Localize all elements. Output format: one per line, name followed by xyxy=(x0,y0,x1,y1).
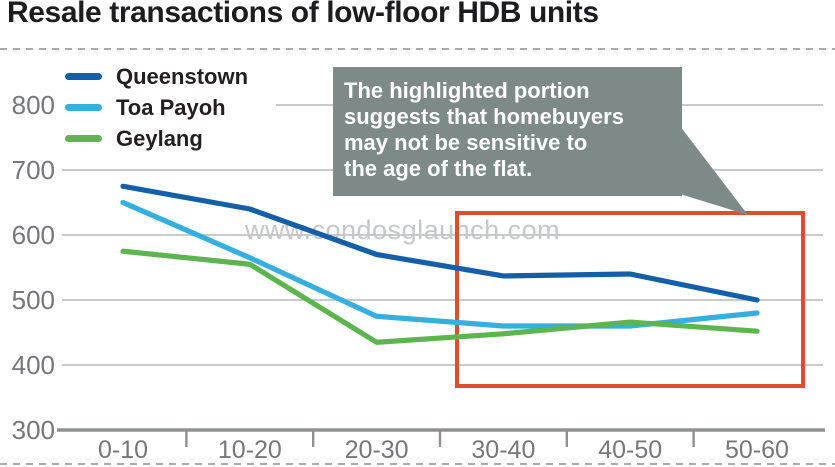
callout-text-line: the age of the flat. xyxy=(344,156,533,181)
legend-item-geylang: Geylang xyxy=(58,123,276,154)
legend-label: Toa Payoh xyxy=(116,94,226,120)
legend-item-queenstown: Queenstown xyxy=(58,61,276,92)
page-title: Resale transactions of low-floor HDB uni… xyxy=(7,0,599,29)
y-axis-label: 800 xyxy=(11,90,55,120)
callout-text-line: suggests that homebuyers xyxy=(344,104,624,129)
highlight-rectangle xyxy=(455,211,805,388)
y-axis-label: 400 xyxy=(11,350,55,380)
legend-label: Queenstown xyxy=(116,63,249,89)
x-axis-label: 50-60 xyxy=(725,436,789,464)
legend-label: Geylang xyxy=(116,125,203,151)
legend-swatch xyxy=(65,104,102,111)
y-axis-label: 600 xyxy=(11,220,55,250)
callout: The highlighted portion suggests that hom… xyxy=(333,67,682,196)
x-axis-label: 10-20 xyxy=(217,436,282,464)
title-divider xyxy=(0,48,835,50)
y-axis-label: 300 xyxy=(11,415,55,445)
x-axis-label: 20-30 xyxy=(344,436,409,464)
y-axis-label: 700 xyxy=(11,155,55,185)
callout-text-line: The highlighted portion xyxy=(344,78,590,103)
x-axis-label: 0-10 xyxy=(97,436,149,464)
legend-swatch xyxy=(65,135,102,142)
legend-swatch xyxy=(65,73,102,80)
callout-text-line: may not be sensitive to xyxy=(344,130,588,155)
legend: Queenstown Toa Payoh Geylang xyxy=(58,59,276,158)
x-axis-label: 40-50 xyxy=(598,436,663,464)
y-axis-label: 500 xyxy=(11,285,55,315)
callout-tail xyxy=(680,126,748,215)
x-axis-label: 30-40 xyxy=(471,436,536,464)
legend-item-toa-payoh: Toa Payoh xyxy=(58,92,276,123)
callout-text: The highlighted portion suggests that hom… xyxy=(344,78,672,182)
bottom-divider xyxy=(0,463,835,465)
